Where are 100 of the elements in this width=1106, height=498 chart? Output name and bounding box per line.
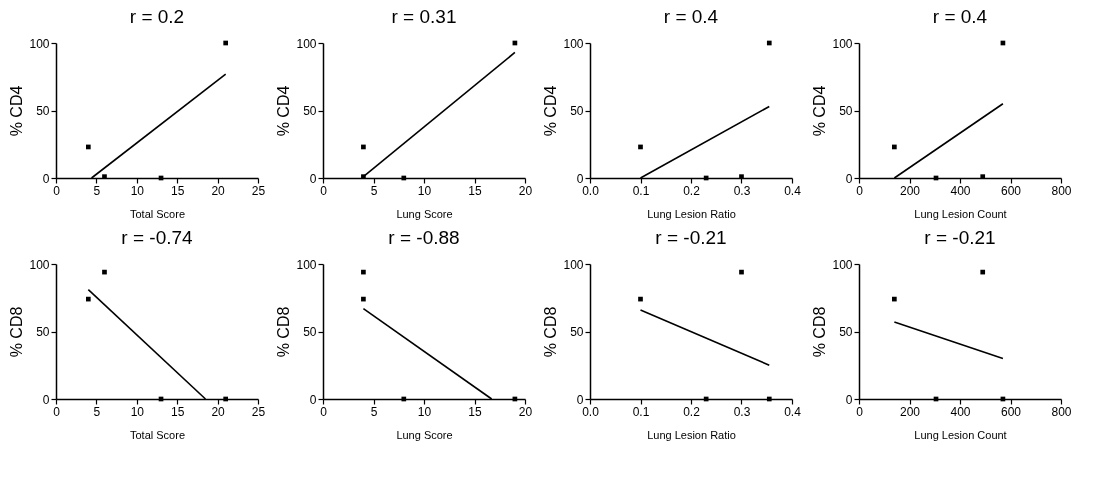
x-tick-label: 5	[93, 183, 101, 198]
y-tick-label: 0	[576, 392, 584, 407]
y-tick-label: 50	[570, 325, 584, 339]
y-tick-label: 0	[309, 392, 317, 407]
y-axis-title: % CD8	[8, 306, 26, 358]
x-tick-label: 200	[899, 404, 921, 419]
point	[85, 296, 91, 302]
y-tick-label: 50	[36, 325, 50, 339]
y-tick-label: 0	[845, 392, 853, 407]
y-tick-label: 50	[570, 104, 584, 118]
point	[892, 144, 897, 150]
x-axis-title: Lung Lesion Ratio	[647, 428, 736, 441]
x-tick-label: 15	[171, 183, 185, 198]
point	[892, 296, 897, 302]
y-tick-label: 50	[36, 104, 50, 118]
x-tick-label: 25	[251, 404, 266, 419]
y-tick-label: 50	[303, 104, 317, 118]
x-tick-label: 0	[856, 404, 864, 419]
x-tick-label: 800	[1051, 404, 1072, 419]
y-tick-label: 100	[296, 257, 317, 272]
x-tick-label: 20	[211, 183, 226, 198]
y-tick-label: 50	[303, 325, 317, 339]
point	[638, 144, 643, 150]
point	[102, 174, 107, 179]
point	[766, 396, 772, 402]
x-tick-label: 20	[211, 404, 226, 419]
x-tick-label: 0.3	[733, 404, 751, 419]
x-tick-label: 20	[518, 404, 533, 419]
x-tick-label: 0.0	[582, 183, 600, 198]
chart-title: r = 0.4	[932, 6, 988, 27]
y-tick-label: 100	[563, 36, 584, 51]
x-tick-label: 0	[856, 183, 864, 198]
chart-title: r = 0.2	[129, 6, 185, 27]
x-tick-label: 5	[370, 404, 378, 419]
y-axis-title: % CD4	[542, 85, 560, 137]
point	[361, 174, 366, 179]
chart-title: r = -0.21	[655, 227, 727, 248]
y-tick-label: 0	[309, 171, 317, 186]
x-tick-label: 5	[93, 404, 101, 419]
y-tick-label: 0	[845, 171, 853, 186]
y-tick-label: 100	[563, 257, 584, 272]
x-axis-title: Lung Score	[396, 207, 453, 220]
point	[223, 40, 229, 46]
chart-title: r = -0.74	[121, 227, 194, 248]
x-tick-label: 15	[468, 404, 482, 419]
x-tick-label: 20	[518, 183, 533, 198]
point	[102, 269, 107, 275]
y-tick-label: 100	[29, 257, 50, 272]
y-axis-title: % CD8	[811, 306, 829, 358]
x-tick-label: 10	[130, 183, 145, 198]
chart-title: r = -0.21	[924, 227, 996, 248]
point	[739, 174, 744, 179]
x-tick-label: 10	[417, 404, 432, 419]
x-axis-title: Lung Lesion Count	[914, 207, 1007, 220]
x-axis-title: Lung Lesion Ratio	[647, 207, 736, 220]
x-tick-label: 15	[171, 404, 185, 419]
point	[980, 269, 986, 275]
y-tick-label: 0	[42, 392, 50, 407]
x-axis-title: Total Score	[129, 207, 186, 220]
x-tick-label: 600	[1000, 183, 1022, 198]
x-tick-label: 0.1	[632, 183, 650, 198]
x-tick-label: 10	[130, 404, 145, 419]
x-tick-label: 200	[899, 183, 921, 198]
point	[361, 144, 366, 150]
y-tick-label: 0	[576, 171, 584, 186]
x-tick-label: 0.1	[632, 404, 650, 419]
chart-title: r = 0.31	[391, 6, 457, 27]
x-tick-label: 25	[251, 183, 266, 198]
x-tick-label: 0.4	[784, 404, 802, 419]
chart-title: r = -0.88	[388, 227, 460, 248]
point	[739, 269, 744, 275]
x-axis-title: Lung Score	[396, 428, 453, 441]
x-tick-label: 0	[320, 183, 328, 198]
x-tick-label: 0	[53, 404, 61, 419]
y-axis-title: % CD8	[542, 306, 560, 358]
y-axis-title: % CD4	[275, 85, 293, 137]
x-tick-label: 0	[53, 183, 61, 198]
y-tick-label: 50	[839, 325, 853, 339]
point	[361, 269, 366, 275]
x-tick-label: 0.4	[784, 183, 802, 198]
x-tick-label: 0.2	[683, 404, 701, 419]
x-tick-label: 15	[468, 183, 482, 198]
y-axis-title: % CD8	[275, 306, 293, 358]
x-tick-label: 5	[370, 183, 378, 198]
y-axis-title: % CD4	[8, 85, 26, 137]
x-tick-label: 600	[1000, 404, 1022, 419]
y-tick-label: 100	[832, 36, 853, 51]
point	[223, 396, 229, 402]
x-tick-label: 0.2	[683, 183, 701, 198]
point	[766, 40, 772, 46]
x-tick-label: 0.0	[582, 404, 600, 419]
point	[401, 396, 407, 402]
y-axis-title: % CD4	[811, 85, 829, 137]
point	[980, 174, 986, 179]
y-tick-label: 100	[296, 36, 317, 51]
y-tick-label: 50	[839, 104, 853, 118]
x-tick-label: 400	[950, 183, 971, 198]
x-tick-label: 400	[950, 404, 971, 419]
chart-title: r = 0.4	[663, 6, 719, 27]
x-tick-label: 0	[320, 404, 328, 419]
